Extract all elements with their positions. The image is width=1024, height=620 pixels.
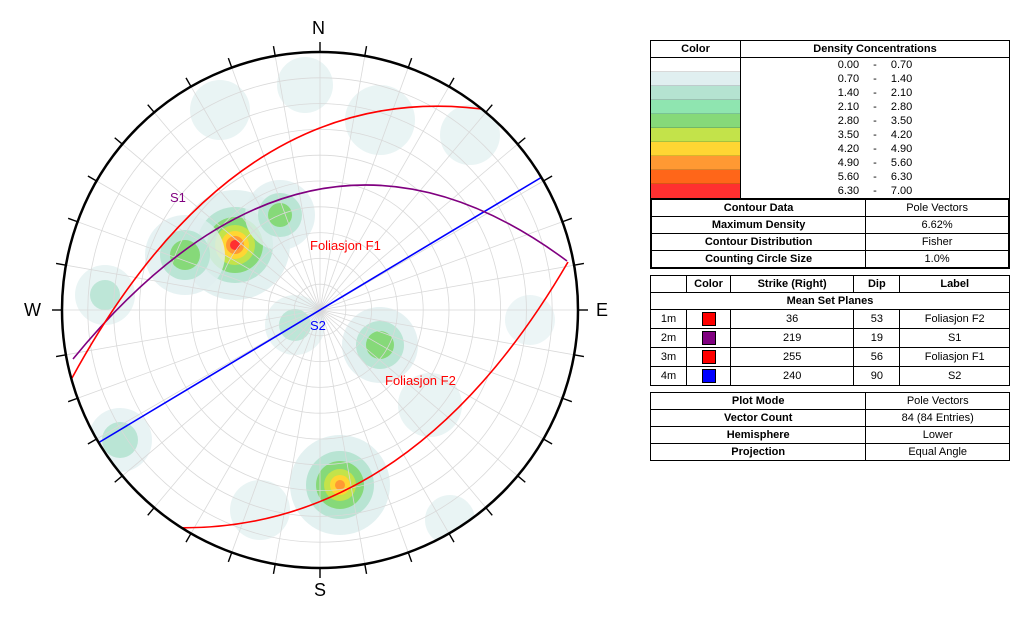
density-range: 4.90-5.60 <box>741 156 1009 170</box>
plane-id: 1m <box>651 310 687 329</box>
density-range: 0.00-0.70 <box>741 58 1009 72</box>
density-range: 2.80-3.50 <box>741 114 1009 128</box>
plane-color-swatch <box>687 329 731 348</box>
density-header-conc: Density Concentrations <box>741 41 1010 58</box>
plane-id: 3m <box>651 348 687 367</box>
projection-value: Equal Angle <box>866 444 1010 461</box>
plane-label-S1: S1 <box>170 190 186 205</box>
plot-mode-label: Plot Mode <box>651 393 866 410</box>
density-swatch <box>651 142 740 156</box>
plane-strike: 255 <box>731 348 854 367</box>
vector-count-value: 84 (84 Entries) <box>866 410 1010 427</box>
contour-data-value: Pole Vectors <box>866 200 1009 217</box>
density-range: 6.30-7.00 <box>741 184 1009 198</box>
density-swatch <box>651 100 740 114</box>
density-swatch <box>651 128 740 142</box>
contour-data-label: Contour Data <box>652 200 866 217</box>
plane-dip: 53 <box>854 310 900 329</box>
max-density-label: Maximum Density <box>652 217 866 234</box>
hemisphere-value: Lower <box>866 427 1010 444</box>
plane-strike: 240 <box>731 367 854 386</box>
plane-id: 4m <box>651 367 687 386</box>
plane-strike: 219 <box>731 329 854 348</box>
density-legend-table: Color Density Concentrations 0.00-0.700.… <box>650 40 1010 269</box>
mean-set-title: Mean Set Planes <box>651 293 1010 310</box>
hemisphere-label: Hemisphere <box>651 427 866 444</box>
plane-label: S2 <box>900 367 1010 386</box>
density-swatch <box>651 58 740 72</box>
plane-strike: 36 <box>731 310 854 329</box>
circle-size-value: 1.0% <box>866 251 1009 268</box>
vector-count-label: Vector Count <box>651 410 866 427</box>
density-swatch <box>651 86 740 100</box>
stereonet-plot: S2 S1 Foliasjon F1 Foliasjon F2 N S E W <box>10 10 630 610</box>
plot-mode-value: Pole Vectors <box>866 393 1010 410</box>
legend-panel: Color Density Concentrations 0.00-0.700.… <box>650 10 1010 610</box>
projection-label: Projection <box>651 444 866 461</box>
plane-row: 4m 24090S2 <box>651 367 1010 386</box>
density-range: 3.50-4.20 <box>741 128 1009 142</box>
cardinal-n: N <box>312 18 325 39</box>
density-range: 0.70-1.40 <box>741 72 1009 86</box>
planes-h-strike: Strike (Right) <box>731 276 854 293</box>
plot-meta-table: Plot Mode Pole Vectors Vector Count 84 (… <box>650 392 1010 461</box>
plane-label-F2: Foliasjon F2 <box>385 373 456 388</box>
plane-color-swatch <box>687 367 731 386</box>
max-density-value: 6.62% <box>866 217 1009 234</box>
contour-dist-value: Fisher <box>866 234 1009 251</box>
plane-row: 1m 3653Foliasjon F2 <box>651 310 1010 329</box>
plane-label: Foliasjon F1 <box>900 348 1010 367</box>
plane-dip: 90 <box>854 367 900 386</box>
density-range: 1.40-2.10 <box>741 86 1009 100</box>
density-swatch <box>651 114 740 128</box>
cardinal-w: W <box>24 300 41 321</box>
planes-h-dip: Dip <box>854 276 900 293</box>
plane-color-swatch <box>687 310 731 329</box>
plane-label-S2: S2 <box>310 318 326 333</box>
density-swatch <box>651 72 740 86</box>
plane-label-F1: Foliasjon F1 <box>310 238 381 253</box>
density-swatch <box>651 170 740 184</box>
stereonet-svg: S2 S1 Foliasjon F1 Foliasjon F2 <box>10 10 630 610</box>
planes-h-color: Color <box>687 276 731 293</box>
plane-row: 2m 21919S1 <box>651 329 1010 348</box>
density-range: 5.60-6.30 <box>741 170 1009 184</box>
density-range: 2.10-2.80 <box>741 100 1009 114</box>
plane-dip: 56 <box>854 348 900 367</box>
planes-h-blank <box>651 276 687 293</box>
plane-label: S1 <box>900 329 1010 348</box>
density-swatch <box>651 156 740 170</box>
cardinal-s: S <box>314 580 326 601</box>
density-swatch <box>651 184 740 198</box>
plane-row: 3m 25556Foliasjon F1 <box>651 348 1010 367</box>
density-range-column: 0.00-0.700.70-1.401.40-2.102.10-2.802.80… <box>741 58 1010 199</box>
cardinal-e: E <box>596 300 608 321</box>
plane-label: Foliasjon F2 <box>900 310 1010 329</box>
plane-color-swatch <box>687 348 731 367</box>
density-header-color: Color <box>651 41 741 58</box>
plane-id: 2m <box>651 329 687 348</box>
circle-size-label: Counting Circle Size <box>652 251 866 268</box>
density-swatch-column <box>651 58 741 199</box>
density-range: 4.20-4.90 <box>741 142 1009 156</box>
planes-table: Color Strike (Right) Dip Label Mean Set … <box>650 275 1010 386</box>
planes-h-label: Label <box>900 276 1010 293</box>
plane-dip: 19 <box>854 329 900 348</box>
contour-dist-label: Contour Distribution <box>652 234 866 251</box>
